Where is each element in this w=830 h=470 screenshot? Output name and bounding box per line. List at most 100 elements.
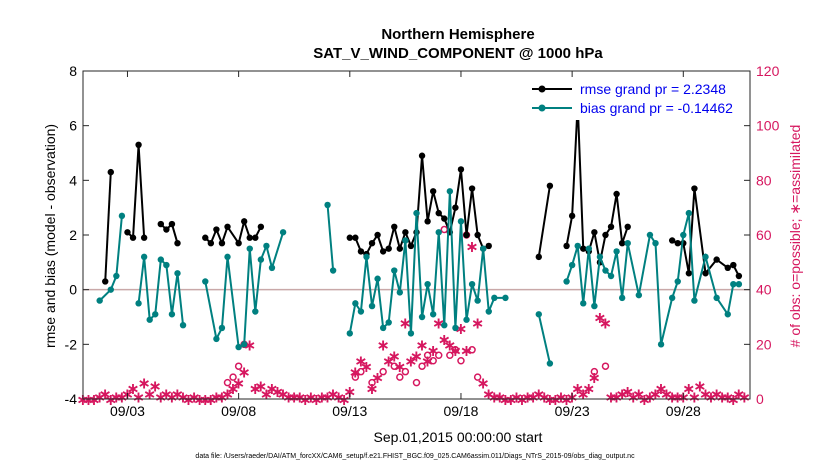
obs-possible-marker (429, 356, 437, 365)
x-tick-label: 09/08 (221, 403, 256, 419)
obs-assimilated-marker: ∗ (693, 378, 706, 395)
obs-assimilated-marker: ∗ (132, 389, 145, 406)
bias-data-point (107, 286, 114, 293)
rmse-data-point (463, 231, 470, 239)
obs-assimilated-marker: ∗ (426, 343, 439, 360)
rmse-data-point (107, 168, 114, 176)
bias-data-point (441, 322, 448, 329)
bias-data-point (563, 278, 570, 285)
obs-assimilated-marker: ∗ (232, 376, 245, 393)
bias-data-point (146, 316, 153, 323)
bias-data-point (324, 201, 331, 209)
obs-assimilated-marker: ∗ (716, 389, 729, 406)
legend-bias-label: bias grand pr = -0.14462 (580, 100, 733, 116)
obs-assimilated-marker: ∗ (554, 389, 567, 406)
rmse-series-line (537, 185, 551, 258)
bias-data-point (268, 264, 276, 271)
bias-data-point (279, 229, 287, 236)
rmse-data-point (535, 253, 542, 261)
obs-assimilated-marker: ∗ (199, 392, 212, 409)
bias-data-point (735, 281, 743, 288)
obs-assimilated-marker: ∗ (226, 381, 239, 398)
rmse-series-line (204, 217, 262, 247)
rmse-data-point (563, 242, 570, 250)
obs-assimilated-marker: ∗ (543, 392, 556, 409)
bias-data-point (352, 300, 359, 307)
bias-data-point (113, 272, 120, 280)
obs-assimilated-marker: ∗ (415, 337, 428, 354)
bias-data-point (385, 319, 392, 326)
obs-assimilated-marker: ∗ (293, 389, 306, 406)
bias-data-point (135, 300, 142, 307)
legend-rmse-label: rmse grand pr = 2.2348 (580, 81, 726, 97)
bias-data-point (118, 212, 126, 220)
bias-data-point (368, 302, 376, 310)
bias-data-point (379, 324, 387, 332)
bias-data-point (424, 281, 431, 288)
footnote: data file: /Users/raeder/DAI/ATM_forcXX/… (195, 453, 635, 460)
y-axis-label: rmse and bias (model - observation) (42, 124, 58, 348)
y-tick-label: 0 (69, 282, 77, 298)
legend: rmse grand pr = 2.2348 bias grand pr = -… (528, 80, 746, 120)
bias-series-line (565, 212, 739, 345)
bias-data-point (407, 330, 415, 337)
obs-assimilated-marker: ∗ (310, 392, 323, 409)
obs-assimilated-marker: ∗ (104, 392, 117, 409)
obs-assimilated-marker: ∗ (87, 392, 100, 409)
obs-assimilated-marker: ∗ (315, 389, 328, 406)
obs-possible-marker (401, 367, 410, 376)
obs-assimilated-marker: ∗ (365, 381, 378, 398)
rmse-data-point (546, 182, 554, 189)
obs-possible-marker (351, 373, 360, 381)
obs-assimilated-marker: ∗ (82, 392, 95, 409)
bias-data-point (240, 341, 248, 348)
y-tick-label: 8 (69, 63, 77, 79)
obs-assimilated-marker: ∗ (149, 378, 162, 395)
rmse-data-point (396, 245, 404, 252)
rmse-data-point (418, 152, 426, 159)
obs-assimilated-marker: ∗ (321, 389, 334, 406)
obs-assimilated-marker: ∗ (271, 384, 284, 401)
obs-assimilated-marker: ∗ (549, 392, 562, 409)
obs-assimilated-marker: ∗ (410, 348, 423, 365)
obs-assimilated-marker: ∗ (499, 392, 512, 409)
bias-data-point (674, 278, 681, 285)
obs-assimilated-marker: ∗ (688, 389, 701, 406)
obs-assimilated-marker: ∗ (210, 389, 223, 406)
bias-data-point (691, 297, 698, 304)
bias-data-point (574, 242, 581, 250)
obs-possible-marker (434, 351, 443, 360)
rmse-data-point (429, 188, 437, 195)
obs-assimilated-marker: ∗ (332, 389, 345, 406)
rmse-data-point (457, 166, 465, 173)
bias-data-point (157, 256, 165, 263)
rmse-series-line (160, 222, 179, 244)
legend-rmse-marker (538, 85, 546, 93)
rmse-data-point (668, 237, 676, 244)
obs-assimilated-marker: ∗ (438, 332, 451, 349)
rmse-data-point (735, 272, 743, 280)
rmse-data-point (474, 231, 481, 239)
obs-assimilated-marker: ∗ (399, 315, 412, 332)
bias-data-point (468, 281, 476, 288)
rmse-data-point (168, 220, 176, 228)
bias-data-point (402, 237, 409, 244)
rmse-data-point (346, 234, 353, 241)
bias-data-point (179, 322, 187, 329)
obs-assimilated-marker: ∗ (571, 381, 584, 398)
obs-assimilated-marker: ∗ (638, 392, 651, 409)
obs-assimilated-marker: ∗ (243, 337, 256, 354)
bias-data-point (163, 261, 170, 269)
y2-tick-label: 60 (756, 227, 772, 243)
obs-assimilated-marker: ∗ (538, 389, 551, 406)
obs-assimilated-marker: ∗ (265, 381, 278, 398)
bias-data-point (346, 330, 353, 337)
rmse-data-point (163, 226, 170, 233)
bias-data-point (646, 231, 654, 239)
bias-data-point (546, 360, 554, 367)
obs-assimilated-marker: ∗ (282, 389, 295, 406)
obs-assimilated-marker: ∗ (460, 343, 473, 360)
obs-assimilated-marker: ∗ (93, 389, 106, 406)
